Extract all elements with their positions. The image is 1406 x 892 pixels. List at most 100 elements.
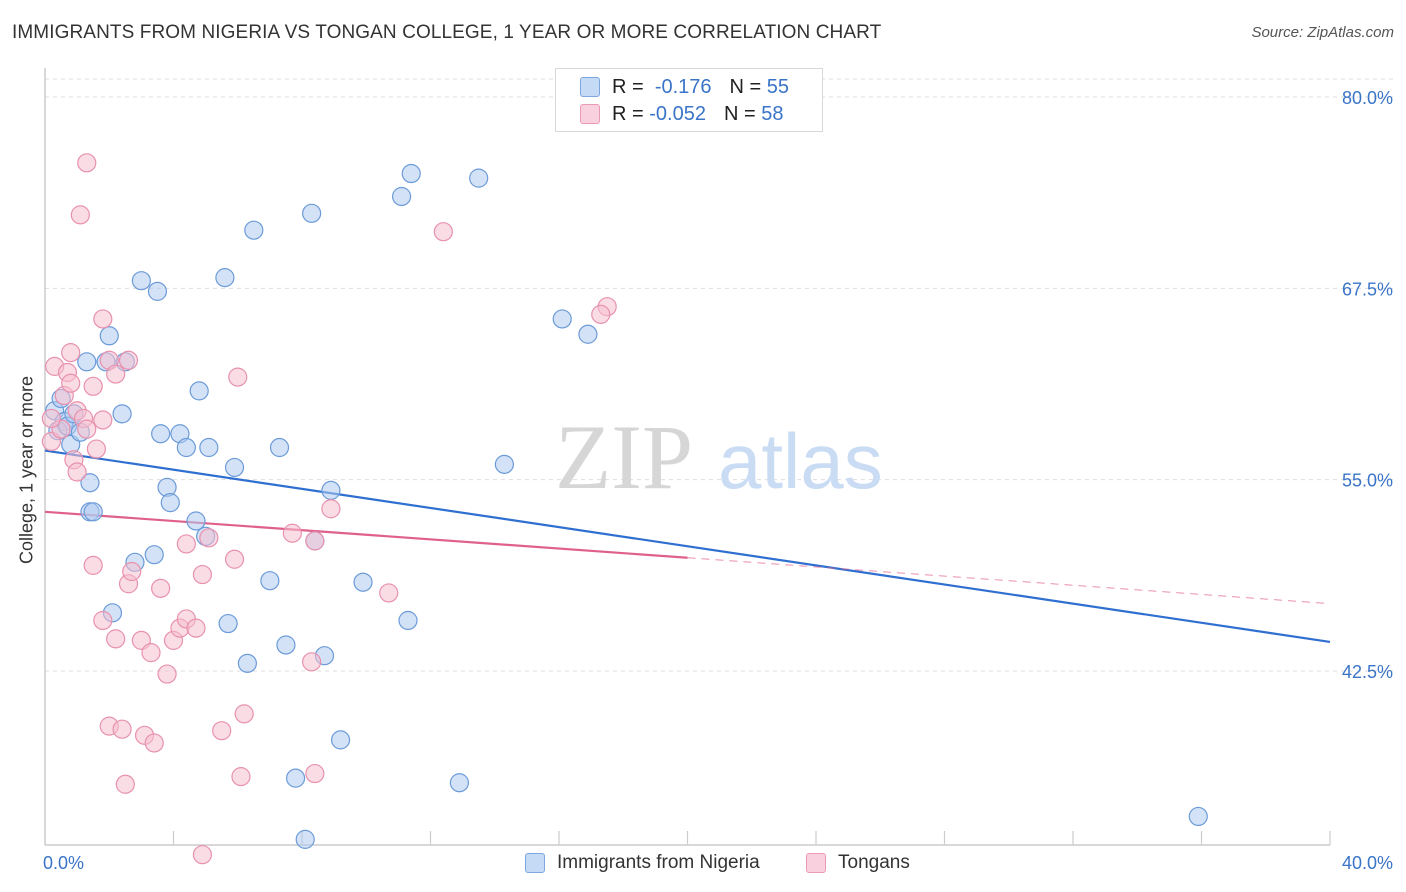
nigeria-point: [321, 480, 341, 500]
nigeria-point: [83, 502, 103, 522]
nigeria-point: [237, 653, 257, 673]
y-axis-label: College, 1 year or more: [16, 375, 37, 565]
tongans-point: [106, 364, 126, 384]
tongans-point: [115, 774, 135, 794]
watermark: ZIP atlas: [555, 406, 883, 508]
tongans-point: [234, 704, 254, 724]
legend-r-label: R =: [612, 102, 644, 125]
tongans-point: [112, 719, 132, 739]
x-tick-label: 0.0%: [43, 853, 84, 873]
tongans-point: [86, 439, 107, 459]
trend-line: [44, 449, 1331, 644]
tongans-point: [379, 583, 399, 603]
nigeria-point: [295, 829, 315, 849]
tongans-point: [122, 561, 142, 582]
tongans-point: [77, 419, 97, 439]
nigeria-point: [260, 571, 280, 591]
nigeria-point: [80, 473, 100, 493]
tongans-point: [305, 763, 325, 784]
correlation-legend: R = -0.176 N = 55 R = -0.052 N = 58: [555, 68, 823, 132]
tongans-point: [83, 555, 103, 575]
series-legend-tongans: Tongans: [806, 852, 910, 874]
trend-lines: [44, 449, 1331, 644]
tongans-point: [282, 523, 302, 543]
tongans-point: [141, 643, 161, 663]
nigeria-point: [224, 457, 245, 478]
legend-row-tongans: R = -0.052 N = 58: [580, 101, 783, 127]
nigeria-point: [99, 326, 119, 346]
nigeria-point: [398, 610, 418, 631]
nigeria-point: [218, 613, 238, 634]
series-legend-label: Immigrants from Nigeria: [557, 852, 760, 873]
nigeria-point: [449, 773, 470, 793]
legend-n-label: N =: [729, 75, 762, 98]
data-points: [41, 153, 1208, 865]
tongans-point: [228, 367, 248, 387]
nigeria-point: [186, 511, 206, 531]
tongans-point: [192, 564, 213, 585]
nigeria-point: [330, 730, 351, 750]
tongans-point: [70, 205, 90, 225]
tongans-point: [151, 578, 171, 598]
nigeria-point: [578, 324, 598, 344]
nigeria-point: [144, 545, 164, 565]
tongans-point: [186, 618, 206, 638]
grid-layer: [45, 78, 1393, 672]
tongans-point: [61, 343, 81, 363]
tongans-point: [93, 309, 113, 329]
nigeria-point: [189, 381, 209, 401]
nigeria-point: [353, 572, 373, 592]
nigeria-point: [112, 404, 132, 424]
y-tick-label: 55.0%: [1342, 471, 1393, 491]
tongans-point: [591, 304, 611, 324]
tongans-point: [305, 531, 325, 551]
axes-layer: [44, 68, 1331, 846]
series-legend-label: Tongans: [838, 852, 910, 873]
nigeria-point: [276, 635, 296, 655]
nigeria-point: [131, 271, 151, 291]
tongans-point: [199, 528, 219, 548]
tongans-point: [77, 153, 97, 173]
nigeria-point: [151, 424, 171, 444]
nigeria-point: [285, 768, 306, 788]
series-legend: Immigrants from Nigeria Tongans: [0, 852, 1406, 878]
nigeria-point: [244, 220, 264, 240]
y-tick-label: 67.5%: [1342, 279, 1393, 299]
chart-title: IMMIGRANTS FROM NIGERIA VS TONGAN COLLEG…: [12, 22, 882, 43]
nigeria-point: [552, 309, 572, 329]
y-tick-label: 42.5%: [1342, 662, 1393, 682]
nigeria-point: [1188, 806, 1208, 827]
trend-line: [44, 510, 688, 559]
tongans-point: [224, 549, 245, 569]
tongans-point: [106, 629, 126, 649]
tongans-point: [41, 408, 62, 429]
tongans-point: [212, 721, 232, 741]
legend-n-value: 55: [766, 75, 790, 98]
tongans-point: [321, 499, 341, 519]
tick-labels: 42.5% 55.0% 67.5% 80.0% 0.0% 40.0%: [43, 88, 1393, 873]
trend-line-extrapolated: [687, 557, 1331, 605]
tongans-point: [433, 222, 453, 242]
legend-r-label: R =: [612, 75, 644, 98]
tongans-point: [157, 664, 177, 684]
legend-row-nigeria: R = -0.176 N = 55: [580, 74, 789, 100]
nigeria-point: [269, 437, 290, 458]
nigeria-point: [494, 454, 514, 474]
tongans-point: [192, 845, 213, 865]
legend-swatch-nigeria: [580, 77, 600, 97]
series-legend-nigeria: Immigrants from Nigeria: [525, 852, 760, 874]
tongans-point: [67, 462, 87, 482]
nigeria-point: [160, 493, 180, 513]
legend-r-value: -0.052: [649, 102, 706, 125]
legend-n-label: N =: [723, 102, 756, 125]
nigeria-point: [302, 203, 322, 223]
legend-r-value: -0.176: [654, 75, 712, 98]
watermark-atlas: atlas: [718, 417, 883, 505]
tongans-point: [93, 610, 113, 631]
series-swatch-nigeria: [525, 853, 545, 873]
nigeria-point: [147, 281, 168, 301]
nigeria-point: [391, 186, 412, 207]
tongans-point: [93, 410, 113, 430]
nigeria-point: [199, 437, 219, 458]
